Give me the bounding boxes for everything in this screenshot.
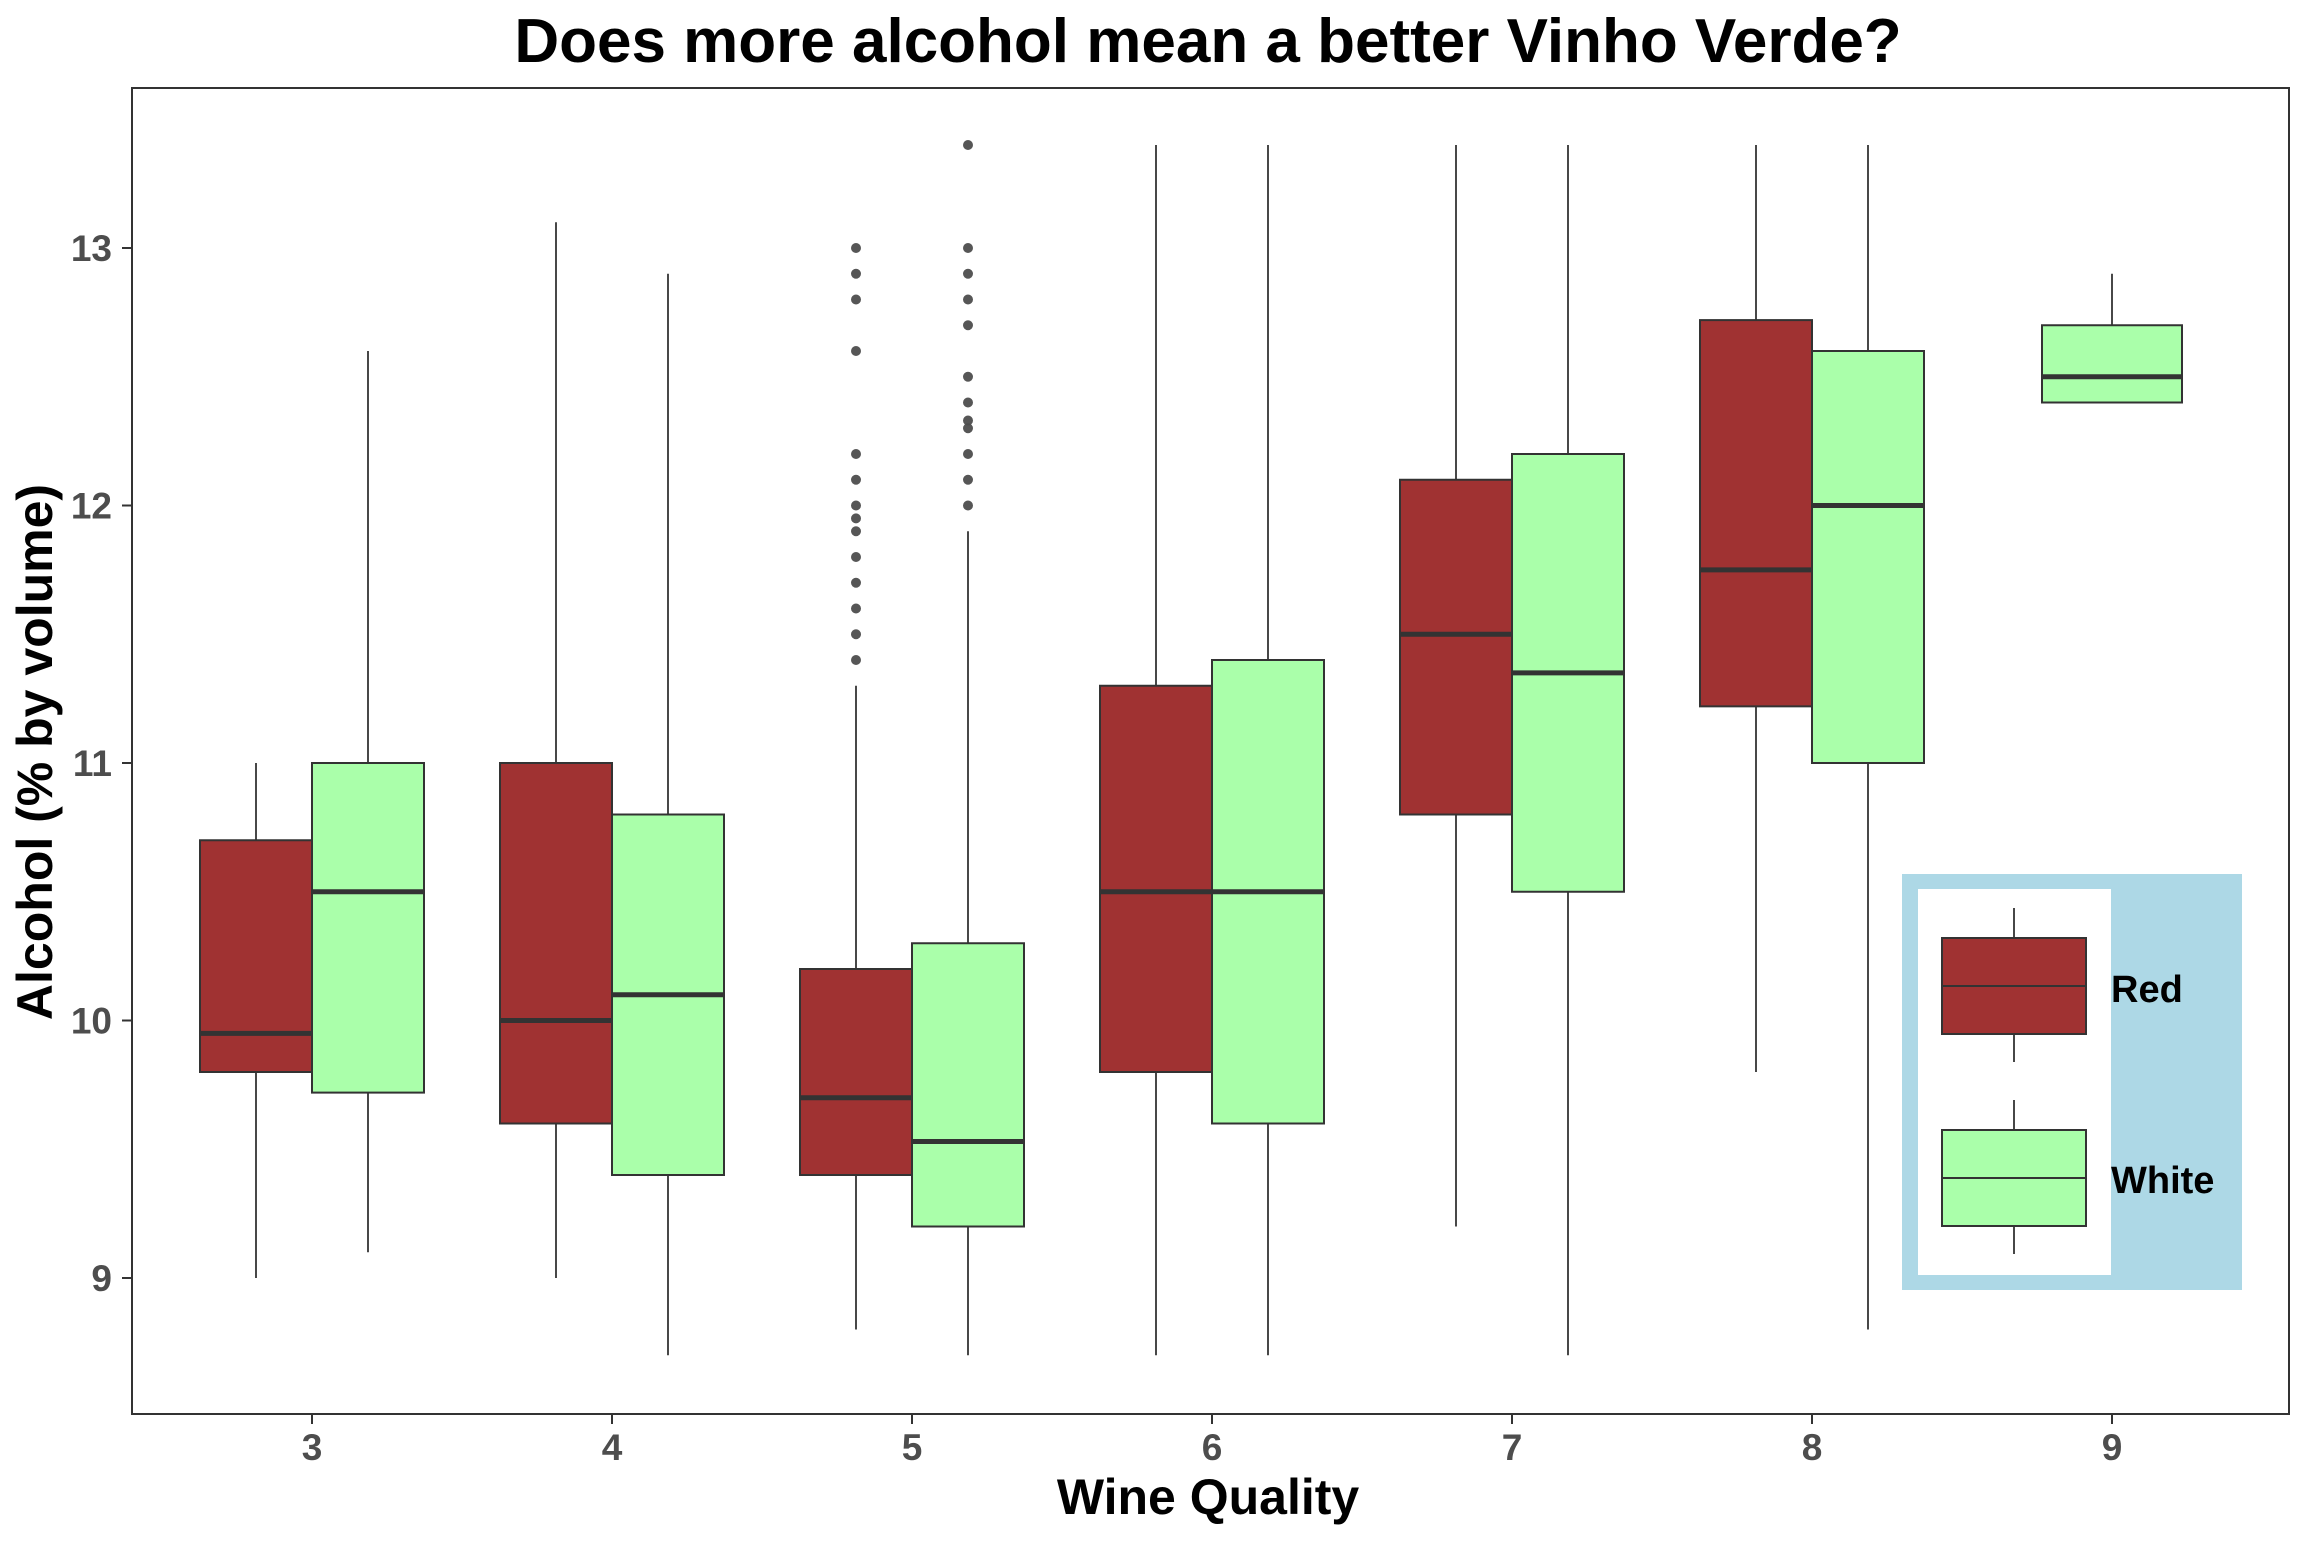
outlier-point	[851, 603, 861, 614]
outlier-point	[963, 423, 973, 434]
outlier-point	[963, 320, 973, 331]
x-tick-label: 7	[1502, 1427, 1523, 1468]
box-red-3	[199, 763, 313, 1278]
box-white-4	[611, 273, 725, 1356]
y-tick-label: 10	[71, 1001, 112, 1042]
y-tick-label: 9	[91, 1258, 112, 1299]
box-body	[499, 762, 613, 1125]
box-body	[2041, 324, 2183, 404]
outlier-point	[851, 552, 861, 562]
outlier-point	[963, 140, 973, 150]
legend: Red White	[1902, 874, 2242, 1290]
y-tick-label: 11	[73, 743, 112, 784]
box-body	[1099, 684, 1213, 1073]
plot-panel	[131, 87, 2290, 1415]
legend-key-white	[1941, 1100, 2087, 1254]
box-body	[911, 942, 1025, 1228]
outlier-point	[963, 397, 973, 408]
box-white-6	[1211, 145, 1325, 1356]
x-tick-label: 6	[1202, 1427, 1223, 1468]
outlier-point	[851, 577, 861, 588]
outlier-point	[851, 500, 861, 511]
x-tick-label: 5	[902, 1427, 923, 1468]
outlier-point	[963, 474, 973, 485]
outlier-point	[963, 449, 973, 459]
box-red-4	[499, 222, 613, 1278]
x-tick-label: 3	[302, 1427, 323, 1468]
box-red-5	[799, 243, 913, 1330]
outlier-point	[963, 243, 973, 253]
y-tick-label: 13	[71, 228, 112, 269]
outlier-point	[851, 526, 861, 537]
outlier-point	[851, 449, 861, 459]
box-white-9	[2041, 273, 2183, 404]
outlier-point	[963, 415, 973, 426]
y-axis: 9 10 11 12 13	[71, 228, 132, 1299]
box-red-6	[1099, 145, 1213, 1356]
box-body	[1699, 319, 1813, 708]
x-axis: 3 4 5 6 7 8 9	[302, 1414, 2123, 1468]
box-body	[311, 762, 425, 1094]
outlier-point	[963, 371, 973, 382]
outlier-point	[851, 268, 861, 279]
outlier-point	[963, 268, 973, 279]
legend-label-white: White	[2111, 1160, 2214, 1202]
legend-label-red: Red	[2111, 969, 2183, 1011]
y-tick-label: 12	[71, 486, 112, 527]
outlier-point	[851, 243, 861, 253]
outlier-point	[963, 500, 973, 511]
outlier-point	[851, 474, 861, 485]
box-white-8	[1811, 145, 1925, 1330]
y-axis-title: Alcohol (% by volume)	[7, 484, 63, 1020]
outlier-point	[851, 346, 861, 356]
outlier-point	[851, 655, 861, 665]
outlier-point	[851, 629, 861, 640]
box-body	[799, 968, 913, 1176]
x-tick-label: 8	[1802, 1427, 1823, 1468]
legend-key-red	[1941, 908, 2087, 1062]
chart-title: Does more alcohol mean a better Vinho Ve…	[514, 7, 1901, 76]
x-tick-label: 4	[602, 1427, 623, 1468]
box-body	[1811, 350, 1925, 764]
box-red-7	[1399, 145, 1513, 1227]
box-red-8	[1699, 145, 1813, 1072]
box-white-3	[311, 351, 425, 1253]
box-body	[199, 839, 313, 1073]
x-tick-label: 9	[2102, 1427, 2123, 1468]
box-layer	[199, 140, 2183, 1356]
outlier-point	[963, 294, 973, 305]
x-axis-title: Wine Quality	[1057, 1469, 1360, 1525]
box-body	[1399, 478, 1513, 816]
outlier-point	[851, 294, 861, 305]
box-white-5	[911, 140, 1025, 1356]
box-white-7	[1511, 145, 1625, 1356]
outlier-point	[851, 513, 861, 524]
